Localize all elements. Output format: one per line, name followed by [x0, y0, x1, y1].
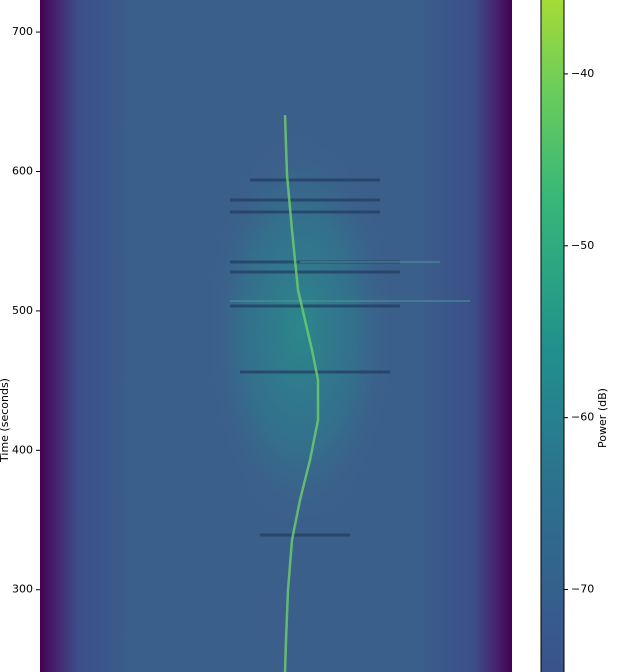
colorbar-label: Power (dB) [596, 388, 609, 448]
heatmap-blob [205, 130, 395, 530]
y-axis-label: Time (seconds) [0, 378, 11, 463]
colorbar-tick-label: −70 [571, 583, 594, 596]
y-tick-label: 300 [12, 583, 33, 596]
colorbar [541, 0, 564, 672]
colorbar-tick-label: −60 [571, 411, 594, 424]
colorbar-tick-label: −40 [571, 67, 594, 80]
spectrogram [40, 0, 512, 672]
colorbar-tick-label: −50 [571, 239, 594, 252]
y-tick-label: 600 [12, 164, 33, 177]
y-tick-label: 500 [12, 304, 33, 317]
signal-trace [283, 114, 320, 672]
y-tick-label: 400 [12, 443, 33, 456]
y-tick-label: 700 [12, 25, 33, 38]
